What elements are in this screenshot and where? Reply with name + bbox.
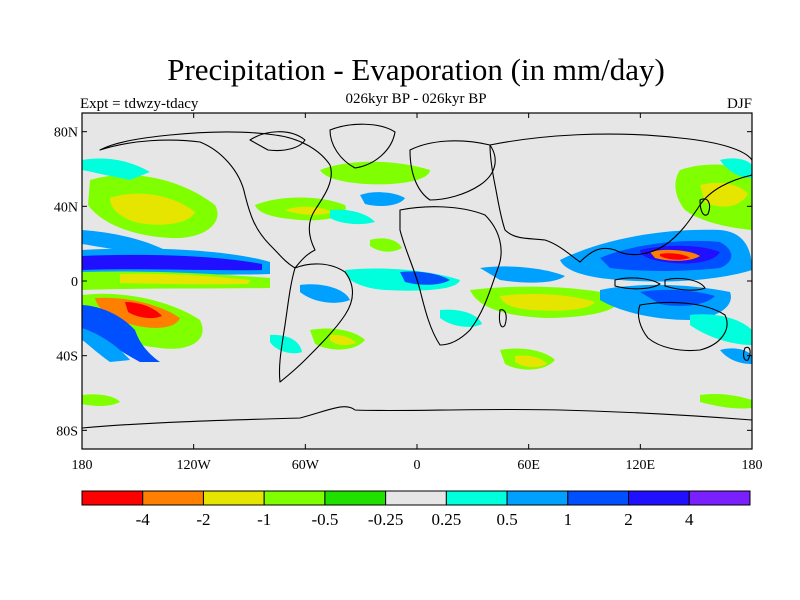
lon-tick-label: 120E [626,458,656,473]
colorbar-label: -0.5 [311,510,338,529]
colorbar-swatch [81,490,144,506]
colorbar: -4 -2 -1 -0.5 -0.25 0.25 0.5 1 2 4 [81,490,751,529]
map-title: Precipitation - Evaporation (in mm/day) [167,52,665,87]
colorbar-swatch [445,490,508,506]
colorbar-swatch [385,490,447,506]
season-label: DJF [727,96,752,112]
period-label: 026kyr BP - 026kyr BP [345,91,486,107]
latitude-axis: 80N 40N 0 40S 80S [54,126,752,439]
colorbar-swatch [202,490,265,506]
colorbar-label: 4 [685,510,694,529]
experiment-label: Expt = tdwzy-tdacy [80,96,199,112]
lon-tick-label: 60W [292,458,320,473]
colorbar-label: -2 [196,510,210,529]
colorbar-label: 0.5 [496,510,517,529]
lat-tick-label: 80S [56,424,78,439]
colorbar-swatch [324,490,387,506]
lon-tick-label: 0 [414,458,421,473]
colorbar-swatch [688,490,751,506]
lat-tick-label: 80N [54,126,78,141]
colorbar-swatch [263,490,326,506]
lon-tick-label: 60E [517,458,540,473]
lon-tick-label: 120W [177,458,212,473]
colorbar-swatch [506,490,569,506]
colorbar-swatch [628,490,690,506]
longitude-axis: 180 120W 60W 0 60E 120E 180 [72,113,763,473]
colorbar-label: -0.25 [368,510,403,529]
lat-tick-label: 40N [54,200,78,215]
pe-field [82,158,752,409]
colorbar-swatch [142,490,204,506]
colorbar-label: -1 [257,510,271,529]
map-panel: 80N 40N 0 40S 80S 180 120W 60W 0 60E 120E 180 [54,112,763,473]
colorbar-swatch [567,490,630,506]
colorbar-label: -4 [136,510,151,529]
lat-tick-label: 40S [56,350,78,365]
coastlines [82,123,752,429]
lon-tick-label: 180 [72,458,93,473]
lat-tick-label: 0 [71,275,78,290]
lon-tick-label: 180 [742,458,763,473]
colorbar-label: 1 [564,510,573,529]
colorbar-label: 0.25 [431,510,461,529]
colorbar-label: 2 [624,510,633,529]
